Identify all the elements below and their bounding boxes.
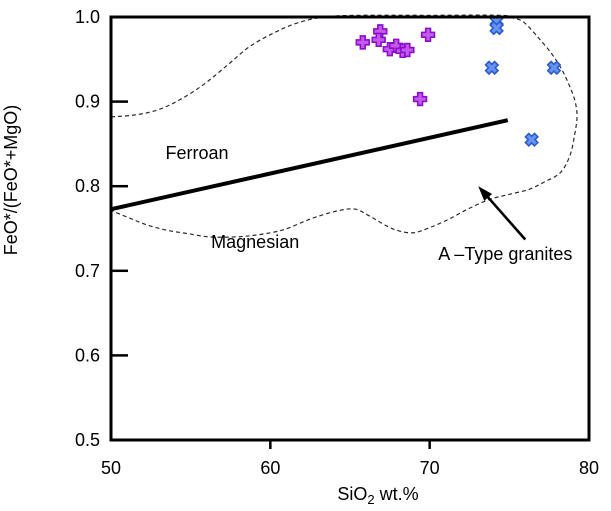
- y-axis-title: FeO*/(FeO*+MgO): [1, 105, 21, 256]
- marker-x-icon: [524, 132, 539, 148]
- y-tick-label: 0.9: [75, 92, 100, 112]
- x-tick-label: 80: [579, 458, 599, 478]
- a-type-granites-field-outline: [110, 14, 578, 238]
- x-tick-label: 60: [260, 458, 280, 478]
- y-tick-label: 0.7: [75, 261, 100, 281]
- annotation-arrowhead: [478, 186, 493, 201]
- annotation-label-magnesian: Magnesian: [211, 232, 299, 252]
- y-tick-label: 0.5: [75, 430, 100, 450]
- plot-frame: [109, 15, 591, 442]
- marker-x-icon: [489, 20, 504, 36]
- marker-plus-icon: [400, 42, 415, 58]
- y-tick-label: 1.0: [75, 7, 100, 27]
- x-tick-label: 50: [101, 458, 121, 478]
- marker-plus-icon: [371, 32, 386, 48]
- data-points-layer: [355, 16, 562, 148]
- x-axis-title: SiO2 wt.%: [337, 484, 418, 507]
- marker-x-icon: [484, 60, 500, 76]
- annotation-arrow-shaft: [484, 193, 527, 241]
- ferroan-magnesian-boundary-line: [111, 118, 509, 211]
- marker-x-icon: [546, 60, 562, 76]
- annotation-label-a-type-granites: A –Type granites: [438, 244, 572, 264]
- y-tick-label: 0.6: [75, 345, 100, 365]
- marker-plus-icon: [412, 91, 428, 107]
- marker-plus-icon: [420, 27, 436, 42]
- x-tick-label: 70: [420, 458, 440, 478]
- y-tick-label: 0.8: [75, 176, 100, 196]
- marker-plus-icon: [355, 35, 370, 50]
- annotation-label-ferroan: Ferroan: [166, 143, 229, 163]
